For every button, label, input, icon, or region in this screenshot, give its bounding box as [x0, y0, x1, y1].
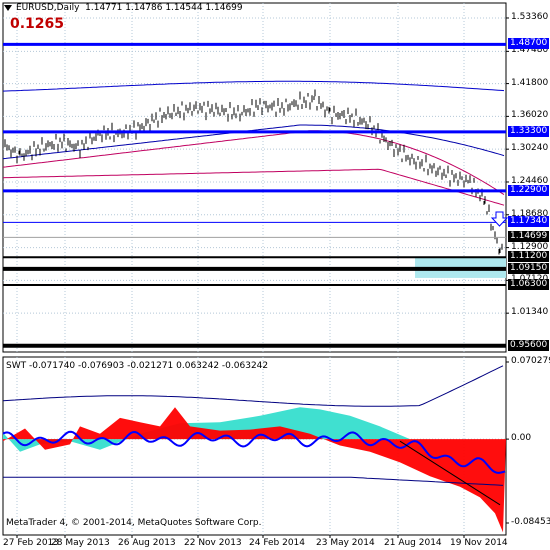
price-tick-label: 1.30240 [511, 143, 549, 154]
price-tick-label: 1.36020 [511, 110, 549, 121]
spread-value: 0.1265 [10, 16, 65, 32]
ohlc-high: 1.14786 [125, 3, 163, 13]
indicator-upper-envelope [2, 365, 504, 407]
ma-red [2, 168, 505, 206]
level-label: 1.33300 [508, 125, 550, 137]
ma-upper-band [2, 80, 505, 92]
price-tick-label: 1.53360 [511, 11, 549, 22]
ma-slow [2, 124, 505, 160]
time-axis-label: 23 May 2014 [316, 538, 375, 548]
level-label: 1.14699 [508, 231, 550, 243]
indicator-axis-zero: 0.00 [511, 433, 532, 444]
level-label: 1.09150 [508, 262, 550, 274]
price-tick-label: 1.41800 [511, 77, 549, 88]
time-axis-label: 19 Nov 2014 [450, 538, 508, 548]
ma-red-fast [2, 130, 505, 196]
level-label: 1.17340 [508, 216, 550, 228]
time-axis-label: 22 Nov 2013 [184, 538, 242, 548]
price-panel-frame [2, 2, 507, 353]
time-axis-label: 27 Feb 2013 [3, 538, 60, 548]
indicator-red-area [3, 407, 506, 533]
indicator-trend-line [399, 440, 501, 506]
price-tick-label: 1.01340 [511, 307, 549, 318]
price-tick-label: 1.24460 [511, 175, 549, 186]
price-tick-label: 1.47480 [511, 45, 549, 56]
indicator-axis-bottom: -0.084534 [511, 517, 550, 527]
time-axis-label: 21 Aug 2014 [384, 538, 442, 548]
indicator-header: SWT -0.071740 -0.076903 -0.021271 0.0632… [6, 361, 269, 371]
level-label: 0.95600 [508, 339, 550, 351]
ohlc-close: 1.14699 [205, 3, 243, 13]
time-axis-label: 26 Aug 2013 [118, 538, 176, 548]
indicator-signal-line [2, 430, 506, 474]
time-axis-label: 28 May 2013 [51, 538, 110, 548]
level-label: 1.22900 [508, 184, 550, 196]
level-label: 1.48700 [508, 38, 550, 50]
down-arrow-icon [490, 211, 509, 227]
level-label: 1.06300 [508, 279, 550, 291]
symbol-header: EURUSD,Daily 1.14771 1.14786 1.14544 1.1… [16, 3, 243, 13]
ohlc-open: 1.14771 [85, 3, 123, 13]
price-tick-label: 1.18680 [511, 208, 549, 219]
indicator-lower-envelope [3, 476, 504, 486]
indicator-axis-top: 0.070279 [511, 356, 550, 366]
price-tick-label: 1.12900 [511, 241, 549, 252]
time-axis-label: 24 Feb 2014 [249, 538, 306, 548]
copyright-text: MetaTrader 4, © 2001-2014, MetaQuotes So… [6, 518, 262, 528]
symbol-name: EURUSD,Daily [16, 3, 80, 13]
ohlc-low: 1.14544 [165, 3, 203, 13]
collapse-icon[interactable] [4, 5, 12, 11]
level-label: 1.11200 [508, 251, 550, 263]
